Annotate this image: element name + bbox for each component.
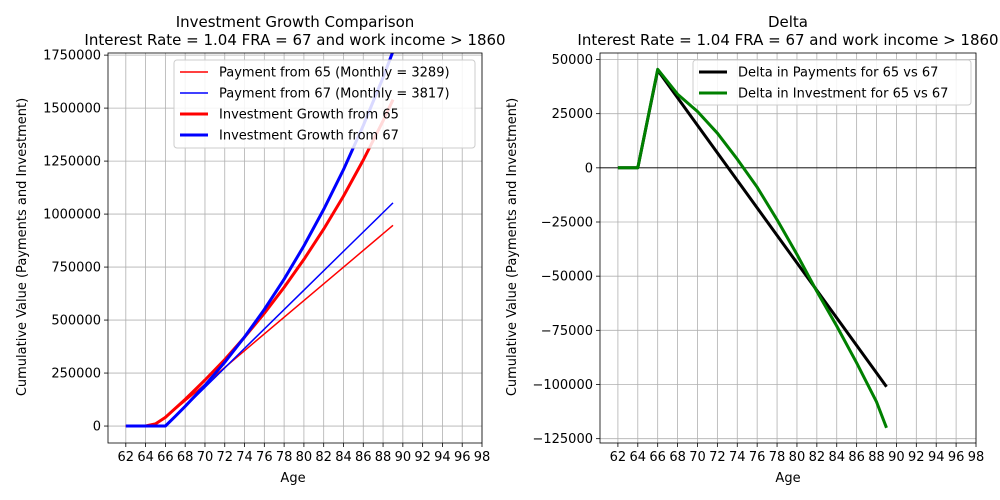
chart-title: Investment Growth Comparison bbox=[176, 13, 415, 31]
x-tick-label: 68 bbox=[669, 450, 686, 465]
axes-border bbox=[599, 52, 977, 444]
y-tick-label: 1250000 bbox=[43, 155, 101, 170]
y-tick-label: 500000 bbox=[51, 314, 101, 329]
x-tick-label: 90 bbox=[888, 450, 905, 465]
y-tick-label: 0 bbox=[93, 420, 101, 435]
y-tick-label: 25000 bbox=[552, 107, 593, 122]
y-axis-label: Cumulative Value (Payments and Investmen… bbox=[505, 98, 520, 396]
legend-entry-label: Delta in Payments for 65 vs 67 bbox=[738, 66, 938, 81]
x-tick-label: 82 bbox=[315, 450, 332, 465]
x-tick-label: 72 bbox=[709, 450, 726, 465]
x-tick-label: 94 bbox=[434, 450, 451, 465]
chart-subtitle: Interest Rate = 1.04 FRA = 67 and work i… bbox=[84, 31, 505, 49]
x-tick-label: 88 bbox=[868, 450, 885, 465]
x-tick-label: 72 bbox=[216, 450, 233, 465]
x-axis-label: Age bbox=[775, 471, 800, 486]
y-axis-label: Cumulative Value (Payments and Investmen… bbox=[15, 98, 30, 396]
x-tick-label: 98 bbox=[968, 450, 985, 465]
x-tick-label: 82 bbox=[809, 450, 826, 465]
legend-entry-label: Delta in Investment for 65 vs 67 bbox=[738, 87, 948, 102]
x-tick-label: 62 bbox=[118, 450, 135, 465]
legend-box bbox=[173, 59, 476, 149]
y-tick-label: 250000 bbox=[51, 367, 101, 382]
y-tick-label: −75000 bbox=[541, 324, 593, 339]
y-tick-label: 1000000 bbox=[43, 208, 101, 223]
x-tick-label: 96 bbox=[454, 450, 471, 465]
y-tick-label: −125000 bbox=[532, 432, 593, 447]
y-tick-label: −25000 bbox=[541, 216, 593, 231]
legend: Payment from 65 (Monthly = 3289) Payment … bbox=[173, 59, 476, 149]
x-tick-label: 64 bbox=[630, 450, 647, 465]
x-tick-label: 66 bbox=[157, 450, 174, 465]
axes-border bbox=[107, 52, 483, 444]
x-tick-label: 64 bbox=[137, 450, 154, 465]
chart-subtitle: Interest Rate = 1.04 FRA = 67 and work i… bbox=[577, 31, 998, 49]
x-axis-ticks: 62 64 66 68 70 72 74 76 78 80 82 84 86 88 90 92 94 96 98 bbox=[118, 443, 491, 465]
x-tick-label: 88 bbox=[375, 450, 392, 465]
x-tick-label: 68 bbox=[177, 450, 194, 465]
chart-title: Delta bbox=[768, 13, 808, 31]
x-tick-label: 80 bbox=[296, 450, 313, 465]
x-tick-label: 76 bbox=[749, 450, 766, 465]
y-tick-label: −50000 bbox=[541, 270, 593, 285]
x-tick-label: 70 bbox=[197, 450, 214, 465]
x-tick-label: 86 bbox=[355, 450, 372, 465]
series-line-1 bbox=[617, 68, 888, 388]
x-tick-label: 66 bbox=[649, 450, 666, 465]
x-tick-label: 70 bbox=[689, 450, 706, 465]
x-tick-label: 74 bbox=[236, 450, 253, 465]
x-tick-label: 92 bbox=[908, 450, 925, 465]
legend-entry-label: Investment Growth from 67 bbox=[219, 129, 399, 144]
x-tick-label: 78 bbox=[769, 450, 786, 465]
x-axis-ticks: 62 64 66 68 70 72 74 76 78 80 82 84 86 88 90 92 94 96 98 bbox=[610, 443, 985, 465]
legend: Delta in Payments for 65 vs 67 Delta in I… bbox=[692, 59, 972, 106]
plot-area bbox=[617, 67, 888, 429]
x-tick-label: 96 bbox=[948, 450, 965, 465]
x-tick-label: 80 bbox=[789, 450, 806, 465]
y-tick-label: 1750000 bbox=[43, 49, 101, 64]
x-tick-label: 62 bbox=[610, 450, 627, 465]
x-tick-label: 98 bbox=[474, 450, 491, 465]
x-tick-label: 86 bbox=[848, 450, 865, 465]
delta-chart: Delta Interest Rate = 1.04 FRA = 67 and … bbox=[505, 13, 999, 486]
x-tick-label: 84 bbox=[828, 450, 845, 465]
x-tick-label: 78 bbox=[276, 450, 293, 465]
legend-entry-label: Payment from 67 (Monthly = 3817) bbox=[219, 87, 450, 102]
x-tick-label: 90 bbox=[395, 450, 412, 465]
series-line-2 bbox=[617, 67, 888, 429]
legend-entry-label: Payment from 65 (Monthly = 3289) bbox=[219, 66, 450, 81]
axes-frame bbox=[107, 52, 483, 444]
y-tick-label: 1500000 bbox=[43, 102, 101, 117]
x-tick-label: 84 bbox=[335, 450, 352, 465]
y-tick-label: 50000 bbox=[552, 53, 593, 68]
investment-growth-chart: Investment Growth Comparison Interest Ra… bbox=[15, 13, 506, 486]
x-tick-label: 94 bbox=[928, 450, 945, 465]
x-tick-label: 76 bbox=[256, 450, 273, 465]
series-line-1 bbox=[125, 224, 394, 427]
y-tick-label: 0 bbox=[585, 161, 593, 176]
legend-entry-label: Investment Growth from 65 bbox=[219, 108, 399, 123]
grid bbox=[600, 53, 977, 443]
legend-box bbox=[692, 59, 972, 106]
x-axis-label: Age bbox=[280, 471, 305, 486]
x-tick-label: 92 bbox=[414, 450, 431, 465]
y-tick-label: 750000 bbox=[51, 261, 101, 276]
y-tick-label: −100000 bbox=[532, 378, 593, 393]
y-axis-ticks: 0 250000 500000 750000 1000000 1250000 1500000… bbox=[43, 49, 108, 435]
x-tick-label: 74 bbox=[729, 450, 746, 465]
y-axis-ticks: −125000 −100000 −75000 −50000 −25000 0 25000 50… bbox=[532, 53, 600, 447]
axes-frame bbox=[599, 52, 977, 444]
